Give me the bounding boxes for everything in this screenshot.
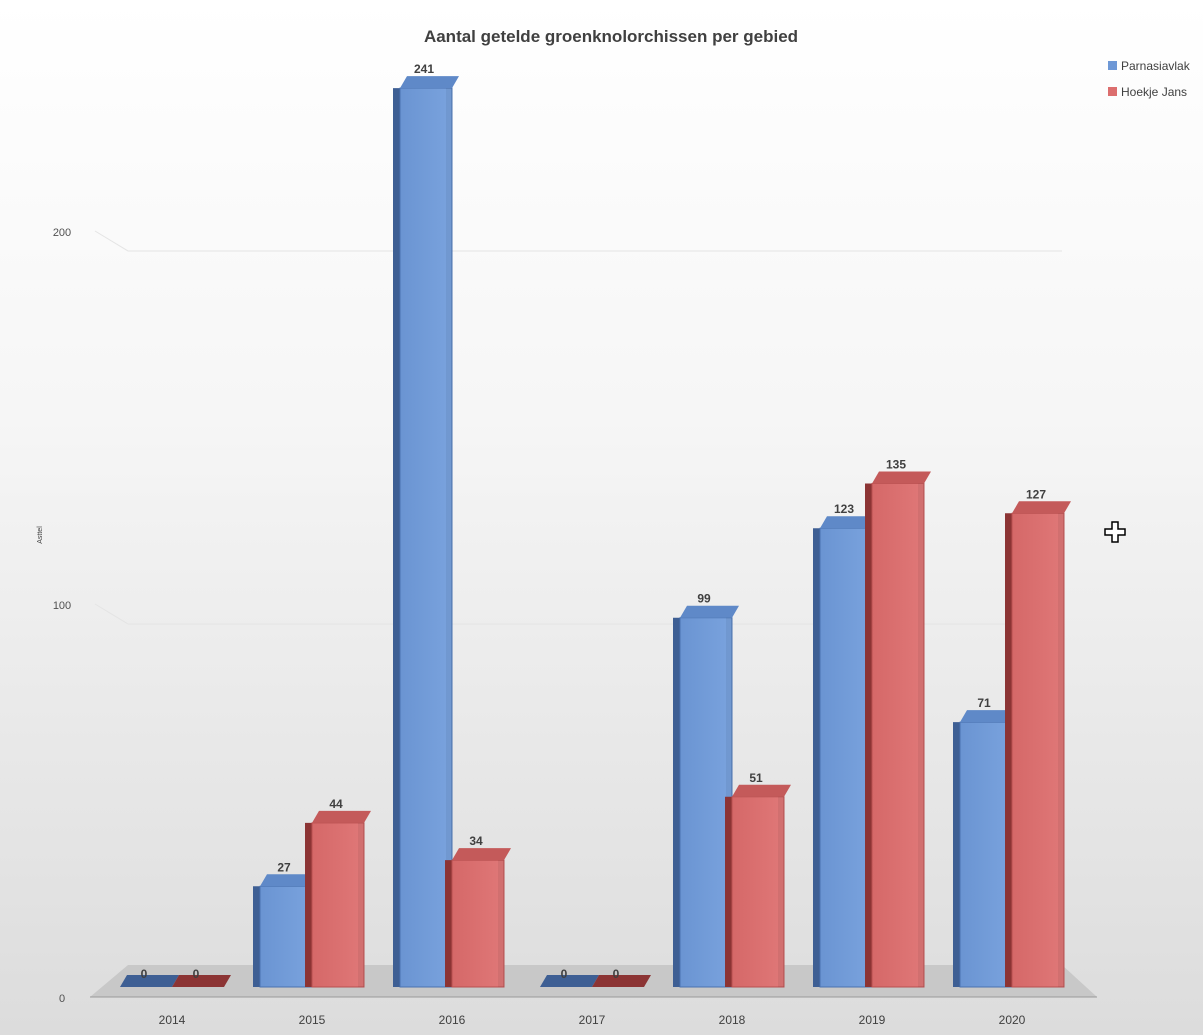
bar-side	[305, 822, 312, 987]
bar-top	[1012, 501, 1071, 514]
bar-front	[731, 796, 785, 988]
bar-shade	[498, 860, 504, 987]
bar-front	[959, 721, 1013, 988]
y-tick-label: 200	[53, 227, 71, 239]
chart-title: Aantal getelde groenknolorchissen per ge…	[424, 27, 798, 46]
data-label: 71	[977, 696, 991, 710]
x-tick-label: 2018	[719, 1013, 746, 1027]
bar-top	[960, 710, 1019, 723]
bar-side	[253, 886, 260, 987]
bar-front	[399, 87, 453, 988]
data-label: 135	[886, 457, 906, 471]
bar-top	[680, 605, 739, 618]
data-label: 0	[613, 967, 620, 981]
bar	[725, 784, 791, 988]
bar	[445, 848, 511, 988]
bar-top	[172, 975, 231, 987]
data-label: 0	[193, 967, 200, 981]
x-tick-label: 2019	[859, 1013, 886, 1027]
bar-front	[1011, 512, 1065, 988]
bar-top	[872, 471, 931, 484]
bar	[305, 810, 371, 988]
bar-top	[592, 975, 651, 987]
bar-top	[540, 975, 599, 987]
data-label: 34	[469, 834, 483, 848]
bar-side	[393, 88, 400, 987]
y-tick-label: 0	[59, 993, 65, 1005]
bar-shade	[918, 483, 924, 987]
bar-side	[673, 617, 680, 987]
bar	[1005, 501, 1071, 988]
bar	[865, 471, 931, 988]
bar-side	[813, 528, 820, 987]
bar-shade	[1058, 513, 1064, 987]
legend-label: Hoekje Jans	[1121, 85, 1187, 99]
bar-side	[953, 722, 960, 987]
bar	[540, 975, 599, 987]
bar-top	[732, 784, 791, 797]
legend-label: Parnasiavlak	[1121, 59, 1191, 73]
y-axis-label: Asttel	[37, 526, 44, 544]
bar-shade	[358, 822, 364, 987]
data-label: 241	[414, 62, 434, 76]
x-tick-label: 2015	[299, 1013, 326, 1027]
bar	[673, 605, 739, 988]
bar-side	[1005, 513, 1012, 987]
legend: Parnasiavlak Hoekje Jans	[1108, 59, 1191, 99]
bar	[592, 975, 651, 987]
bar-front	[259, 885, 313, 988]
data-label: 99	[697, 592, 711, 606]
y-tick-label: 100	[53, 600, 71, 612]
legend-swatch	[1108, 61, 1117, 70]
bar-front	[679, 617, 733, 988]
bar-side	[445, 860, 452, 987]
data-label: 0	[141, 967, 148, 981]
move-cursor-icon	[1104, 521, 1126, 543]
x-tick-label: 2017	[579, 1013, 606, 1027]
bar-top	[820, 516, 879, 529]
bar-top	[400, 76, 459, 89]
gridline	[94, 603, 1062, 625]
bar-top	[312, 810, 371, 823]
bar	[120, 975, 179, 987]
legend-swatch	[1108, 87, 1117, 96]
bar-top	[260, 874, 319, 887]
data-label: 44	[329, 797, 343, 811]
bar-side	[725, 796, 732, 987]
bar-front	[451, 859, 505, 988]
bar-shade	[446, 88, 452, 987]
x-tick-label: 2014	[159, 1013, 186, 1027]
data-label: 0	[561, 967, 568, 981]
bar	[172, 975, 231, 987]
bar	[393, 76, 459, 988]
gridline	[94, 230, 1062, 252]
data-label: 51	[749, 771, 763, 785]
bar-shade	[778, 796, 784, 987]
bar-top	[452, 848, 511, 861]
x-tick-label: 2016	[439, 1013, 466, 1027]
data-label: 27	[277, 860, 291, 874]
bar-top	[120, 975, 179, 987]
bar-front	[819, 527, 873, 988]
bar-front	[871, 482, 925, 988]
data-label: 127	[1026, 487, 1046, 501]
bar-side	[865, 483, 872, 987]
data-label: 123	[834, 502, 854, 516]
x-tick-label: 2020	[999, 1013, 1026, 1027]
bar-front	[311, 822, 365, 988]
